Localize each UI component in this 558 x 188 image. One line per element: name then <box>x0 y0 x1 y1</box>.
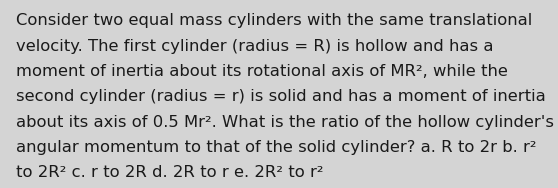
Text: angular momentum to that of the solid cylinder? a. R to 2r b. r²: angular momentum to that of the solid cy… <box>16 140 536 155</box>
Text: about its axis of 0.5 Mr². What is the ratio of the hollow cylinder's: about its axis of 0.5 Mr². What is the r… <box>16 115 554 130</box>
Text: Consider two equal mass cylinders with the same translational: Consider two equal mass cylinders with t… <box>16 13 532 28</box>
Text: to 2R² c. r to 2R d. 2R to r e. 2R² to r²: to 2R² c. r to 2R d. 2R to r e. 2R² to r… <box>16 165 323 180</box>
Text: second cylinder (radius = r) is solid and has a moment of inertia: second cylinder (radius = r) is solid an… <box>16 89 545 104</box>
Text: velocity. The first cylinder (radius = R) is hollow and has a: velocity. The first cylinder (radius = R… <box>16 39 493 54</box>
Text: moment of inertia about its rotational axis of MR², while the: moment of inertia about its rotational a… <box>16 64 507 79</box>
